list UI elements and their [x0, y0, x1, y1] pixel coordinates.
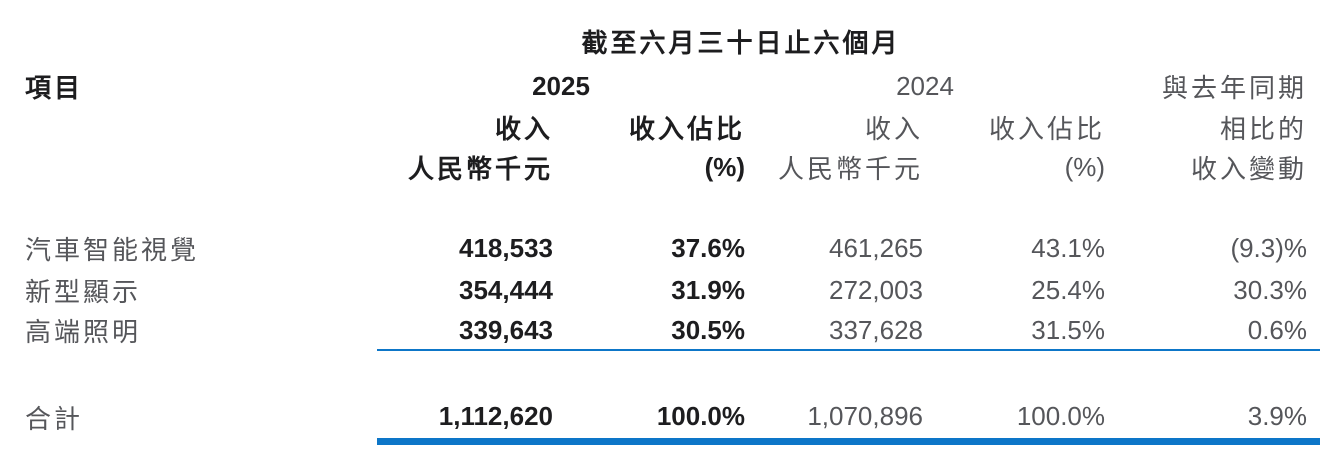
cell-revenue-2024: 461,265 — [829, 232, 923, 263]
subheader-row-2: 人民幣千元 (%) 人民幣千元 (%) 收入變動 — [25, 147, 1320, 187]
unit-share-2025: (%) — [704, 151, 745, 182]
spacer-row — [25, 187, 1320, 227]
cell-share-2024: 43.1% — [1031, 232, 1106, 263]
table-row-auto-vision: 汽車智能視覺 418,533 37.6% 461,265 43.1% (9.3)… — [25, 227, 1320, 269]
table-row-high-end-lighting: 高端照明 339,643 30.5% 337,628 31.5% 0.6% — [25, 311, 1321, 351]
total-revenue-2025: 1,112,620 — [377, 394, 553, 445]
column-header-change-line3: 收入變動 — [1191, 153, 1308, 184]
column-header-change-line1: 與去年同期 — [1162, 72, 1308, 103]
table-row-new-display: 新型顯示 354,444 31.9% 272,003 25.4% 30.3% — [25, 269, 1320, 311]
row-label: 新型顯示 — [25, 276, 142, 307]
total-change: 3.9% — [1105, 394, 1321, 445]
empty-cell — [25, 147, 377, 187]
total-share-2025: 100.0% — [553, 394, 745, 445]
cell-change: 30.3% — [1233, 274, 1308, 305]
unit-share-2024: (%) — [1064, 151, 1106, 182]
row-label: 汽車智能視覺 — [25, 234, 200, 265]
cell-revenue-2025: 418,533 — [459, 232, 553, 263]
cell-share-2025: 37.6% — [671, 232, 745, 263]
period-title: 截至六月三十日止六個月 — [581, 28, 901, 58]
column-header-item: 項目 — [25, 72, 84, 103]
table-row-total: 合計 1,112,620 100.0% 1,070,896 100.0% 3.9… — [25, 394, 1321, 445]
empty-cell — [25, 0, 377, 65]
empty-cell — [25, 107, 377, 147]
cell-share-2024: 25.4% — [1031, 274, 1106, 305]
total-revenue-2024: 1,070,896 — [745, 394, 923, 445]
column-header-year-2025: 2025 — [532, 70, 590, 101]
period-title-row: 截至六月三十日止六個月 — [25, 0, 1320, 65]
cell-revenue-2025: 354,444 — [459, 274, 553, 305]
cell-share-2025: 30.5% — [553, 311, 745, 351]
total-share-2024: 100.0% — [923, 394, 1106, 445]
column-header-year-2024: 2024 — [896, 70, 954, 101]
cell-revenue-2025: 339,643 — [377, 311, 553, 351]
total-label: 合計 — [25, 404, 84, 435]
column-header-revenue-2025: 收入 — [494, 113, 553, 144]
column-header-revenue-2024: 收入 — [864, 113, 923, 144]
row-label: 高端照明 — [25, 317, 142, 347]
empty-cell — [1105, 0, 1320, 65]
cell-share-2024: 31.5% — [923, 311, 1106, 351]
empty-cell — [25, 350, 1320, 394]
cell-revenue-2024: 272,003 — [829, 274, 923, 305]
cell-change: 0.6% — [1105, 311, 1321, 351]
cell-revenue-2024: 337,628 — [745, 311, 923, 351]
unit-revenue-2025: 人民幣千元 — [407, 153, 553, 184]
column-header-share-2025: 收入佔比 — [628, 113, 745, 144]
subheader-row-1: 收入 收入佔比 收入 收入佔比 相比的 — [25, 107, 1320, 147]
column-header-change-line2: 相比的 — [1220, 113, 1308, 144]
cell-change: (9.3)% — [1230, 232, 1308, 263]
spacer-row — [25, 350, 1320, 394]
segment-revenue-table: 截至六月三十日止六個月 項目 2025 2024 與去年同期 收入 收入佔比 收… — [25, 0, 1321, 445]
cell-share-2025: 31.9% — [671, 274, 745, 305]
year-header-row: 項目 2025 2024 與去年同期 — [25, 65, 1320, 107]
empty-cell — [25, 187, 1320, 227]
unit-revenue-2024: 人民幣千元 — [777, 153, 923, 184]
column-header-share-2024: 收入佔比 — [989, 113, 1106, 144]
